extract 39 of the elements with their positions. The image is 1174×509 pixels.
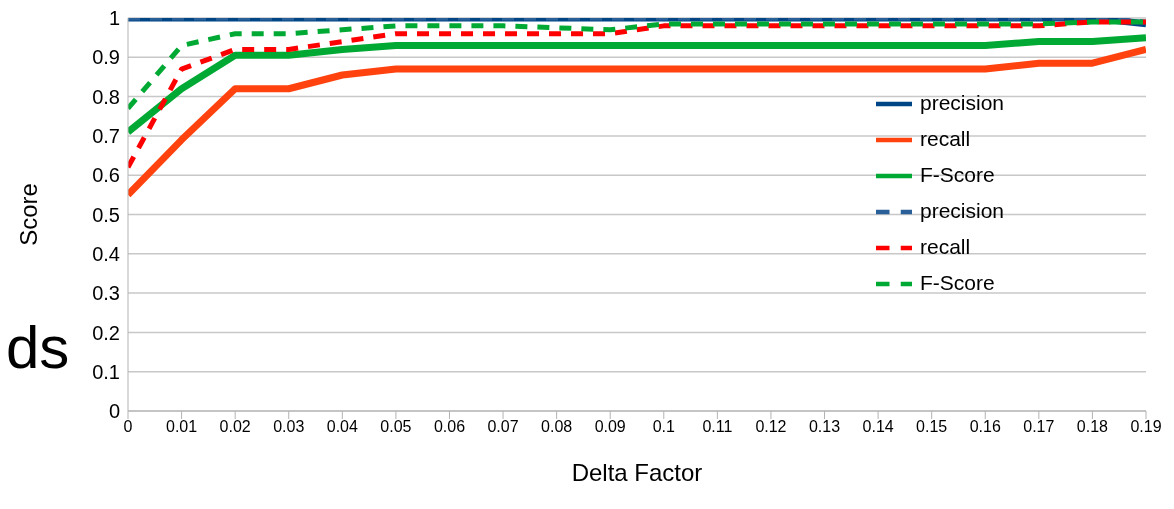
x-tick-label: 0.02: [219, 418, 251, 436]
x-tick-label: 0.06: [433, 418, 466, 436]
x-tick-label: 0.05: [380, 418, 412, 436]
x-tick-label: 0.03: [273, 418, 305, 436]
x-tick-label: 0.08: [541, 418, 573, 436]
x-tick-label: 0.18: [1076, 418, 1109, 436]
y-tick-label: 0.2: [92, 321, 120, 344]
y-tick-label: 0.1: [92, 360, 120, 383]
x-tick-label: 0.16: [969, 418, 1001, 436]
x-tick-label: 0.01: [166, 418, 198, 436]
x-tick-label: 0.1: [652, 418, 676, 436]
legend-label: recall: [920, 234, 971, 258]
legend-label: recall: [920, 126, 971, 150]
y-tick-label: 0.9: [92, 46, 120, 69]
y-tick-label: 0.4: [92, 242, 120, 265]
y-tick-label: 1: [108, 7, 120, 30]
legend-label: F-Score: [920, 162, 995, 186]
legend-label: precision: [920, 198, 1005, 222]
x-tick-label: 0.19: [1130, 418, 1162, 436]
x-tick-label: 0.13: [808, 418, 841, 436]
legend-label: F-Score: [920, 270, 995, 294]
x-tick-label: 0: [123, 418, 133, 436]
x-tick-label: 0.07: [487, 418, 519, 436]
x-tick-label: 0.09: [594, 418, 626, 436]
x-tick-label: 0.11: [702, 418, 733, 436]
y-tick-label: 0.5: [92, 203, 120, 226]
y-axis-title: Score: [14, 183, 42, 246]
x-tick-label: 0.12: [755, 418, 787, 436]
x-tick-label: 0.17: [1023, 418, 1055, 436]
y-tick-label: 0.3: [92, 282, 120, 305]
y-tick-label: 0.8: [92, 85, 120, 108]
y-tick-label: 0.7: [92, 125, 120, 147]
x-axis-title: Delta Factor: [571, 459, 703, 486]
text: ds: [6, 313, 70, 383]
x-tick-label: 0.14: [862, 418, 894, 436]
y-tick-label: 0.6: [92, 164, 120, 187]
x-tick-label: 0.15: [916, 418, 948, 436]
legend-label: precision: [920, 90, 1005, 114]
x-tick-label: 0.04: [326, 418, 358, 436]
